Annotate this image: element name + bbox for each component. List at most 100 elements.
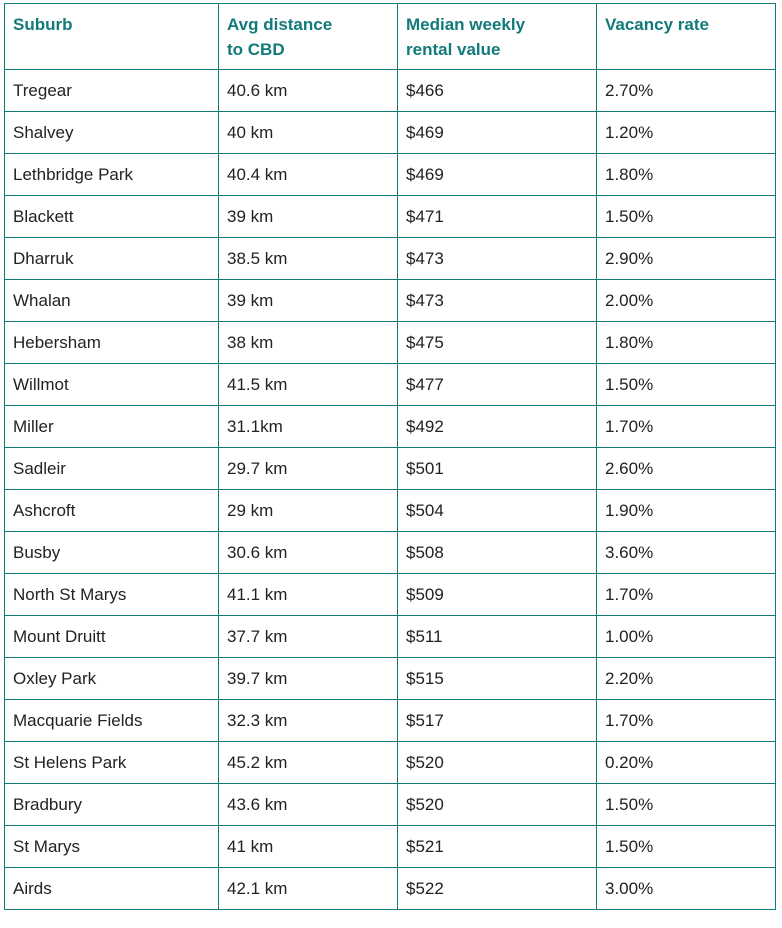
- suburb-cell: Shalvey: [4, 111, 219, 154]
- header-median-rent-line-2: rental value: [406, 40, 501, 59]
- table-row: Airds 42.1 km $522 3.00%: [4, 867, 776, 910]
- vacancy-cell: 1.70%: [596, 699, 776, 742]
- distance-cell: 39 km: [218, 279, 398, 322]
- rent-cell: $475: [397, 321, 597, 364]
- distance-cell: 41.5 km: [218, 363, 398, 406]
- vacancy-cell: 3.00%: [596, 867, 776, 910]
- rent-cell: $508: [397, 531, 597, 574]
- rent-cell: $520: [397, 783, 597, 826]
- table-header: Suburb Avg distance to CBD Median weekly r…: [4, 3, 776, 70]
- table-row: Miller 31.1km $492 1.70%: [4, 405, 776, 448]
- rent-cell: $511: [397, 615, 597, 658]
- table-row: St Helens Park 45.2 km $520 0.20%: [4, 741, 776, 784]
- rent-cell: $469: [397, 153, 597, 196]
- suburb-cell: Airds: [4, 867, 219, 910]
- table-row: St Marys 41 km $521 1.50%: [4, 825, 776, 868]
- suburb-cell: Bradbury: [4, 783, 219, 826]
- suburb-cell: Busby: [4, 531, 219, 574]
- distance-cell: 40.6 km: [218, 69, 398, 112]
- suburb-cell: Oxley Park: [4, 657, 219, 700]
- suburb-cell: Blackett: [4, 195, 219, 238]
- table-row: Hebersham 38 km $475 1.80%: [4, 321, 776, 364]
- distance-cell: 39.7 km: [218, 657, 398, 700]
- vacancy-cell: 1.50%: [596, 195, 776, 238]
- table-row: Mount Druitt 37.7 km $511 1.00%: [4, 615, 776, 658]
- table-row: Sadleir 29.7 km $501 2.60%: [4, 447, 776, 490]
- header-suburb: Suburb: [4, 3, 219, 70]
- rent-cell: $492: [397, 405, 597, 448]
- distance-cell: 43.6 km: [218, 783, 398, 826]
- vacancy-cell: 1.80%: [596, 153, 776, 196]
- header-median-rent-line-1: Median weekly: [406, 15, 526, 34]
- distance-cell: 45.2 km: [218, 741, 398, 784]
- header-avg-distance-line-2: to CBD: [227, 40, 285, 59]
- rent-cell: $521: [397, 825, 597, 868]
- header-vacancy-rate: Vacancy rate: [596, 3, 776, 70]
- vacancy-cell: 2.70%: [596, 69, 776, 112]
- rent-cell: $509: [397, 573, 597, 616]
- suburb-cell: Miller: [4, 405, 219, 448]
- table-row: Macquarie Fields 32.3 km $517 1.70%: [4, 699, 776, 742]
- vacancy-cell: 2.60%: [596, 447, 776, 490]
- rent-cell: $477: [397, 363, 597, 406]
- table-row: Shalvey 40 km $469 1.20%: [4, 111, 776, 154]
- table-row: Blackett 39 km $471 1.50%: [4, 195, 776, 238]
- rent-cell: $471: [397, 195, 597, 238]
- suburb-cell: Ashcroft: [4, 489, 219, 532]
- distance-cell: 42.1 km: [218, 867, 398, 910]
- vacancy-cell: 0.20%: [596, 741, 776, 784]
- table-row: Bradbury 43.6 km $520 1.50%: [4, 783, 776, 826]
- vacancy-cell: 1.50%: [596, 783, 776, 826]
- vacancy-cell: 1.90%: [596, 489, 776, 532]
- table-row: Tregear 40.6 km $466 2.70%: [4, 69, 776, 112]
- vacancy-cell: 1.80%: [596, 321, 776, 364]
- suburb-cell: North St Marys: [4, 573, 219, 616]
- distance-cell: 37.7 km: [218, 615, 398, 658]
- suburb-cell: Dharruk: [4, 237, 219, 280]
- distance-cell: 41 km: [218, 825, 398, 868]
- distance-cell: 29.7 km: [218, 447, 398, 490]
- table-row: Oxley Park 39.7 km $515 2.20%: [4, 657, 776, 700]
- distance-cell: 40.4 km: [218, 153, 398, 196]
- header-avg-distance: Avg distance to CBD: [218, 3, 398, 70]
- distance-cell: 32.3 km: [218, 699, 398, 742]
- header-suburb-line-1: Suburb: [13, 15, 73, 34]
- distance-cell: 38.5 km: [218, 237, 398, 280]
- suburb-cell: Lethbridge Park: [4, 153, 219, 196]
- rent-cell: $469: [397, 111, 597, 154]
- suburb-cell: Mount Druitt: [4, 615, 219, 658]
- vacancy-cell: 1.70%: [596, 573, 776, 616]
- vacancy-cell: 1.20%: [596, 111, 776, 154]
- vacancy-cell: 2.00%: [596, 279, 776, 322]
- suburb-rental-table: Suburb Avg distance to CBD Median weekly r…: [4, 3, 776, 910]
- table-row: Lethbridge Park 40.4 km $469 1.80%: [4, 153, 776, 196]
- rent-cell: $466: [397, 69, 597, 112]
- header-median-rent: Median weekly rental value: [397, 3, 597, 70]
- table-row: Ashcroft 29 km $504 1.90%: [4, 489, 776, 532]
- suburb-cell: St Marys: [4, 825, 219, 868]
- rent-cell: $520: [397, 741, 597, 784]
- vacancy-cell: 2.20%: [596, 657, 776, 700]
- rent-cell: $517: [397, 699, 597, 742]
- table-row: Busby 30.6 km $508 3.60%: [4, 531, 776, 574]
- header-vacancy-rate-line-1: Vacancy rate: [605, 15, 709, 34]
- suburb-cell: Hebersham: [4, 321, 219, 364]
- rent-cell: $473: [397, 237, 597, 280]
- header-row: Suburb Avg distance to CBD Median weekly r…: [4, 3, 776, 70]
- vacancy-cell: 1.70%: [596, 405, 776, 448]
- suburb-cell: Whalan: [4, 279, 219, 322]
- distance-cell: 30.6 km: [218, 531, 398, 574]
- suburb-cell: Tregear: [4, 69, 219, 112]
- table-body: Tregear 40.6 km $466 2.70% Shalvey 40 km $469 1…: [4, 69, 776, 910]
- vacancy-cell: 1.00%: [596, 615, 776, 658]
- suburb-cell: Macquarie Fields: [4, 699, 219, 742]
- rent-cell: $515: [397, 657, 597, 700]
- rent-cell: $522: [397, 867, 597, 910]
- suburb-cell: Sadleir: [4, 447, 219, 490]
- vacancy-cell: 2.90%: [596, 237, 776, 280]
- distance-cell: 31.1km: [218, 405, 398, 448]
- rent-cell: $501: [397, 447, 597, 490]
- vacancy-cell: 1.50%: [596, 363, 776, 406]
- table-row: North St Marys 41.1 km $509 1.70%: [4, 573, 776, 616]
- table-row: Willmot 41.5 km $477 1.50%: [4, 363, 776, 406]
